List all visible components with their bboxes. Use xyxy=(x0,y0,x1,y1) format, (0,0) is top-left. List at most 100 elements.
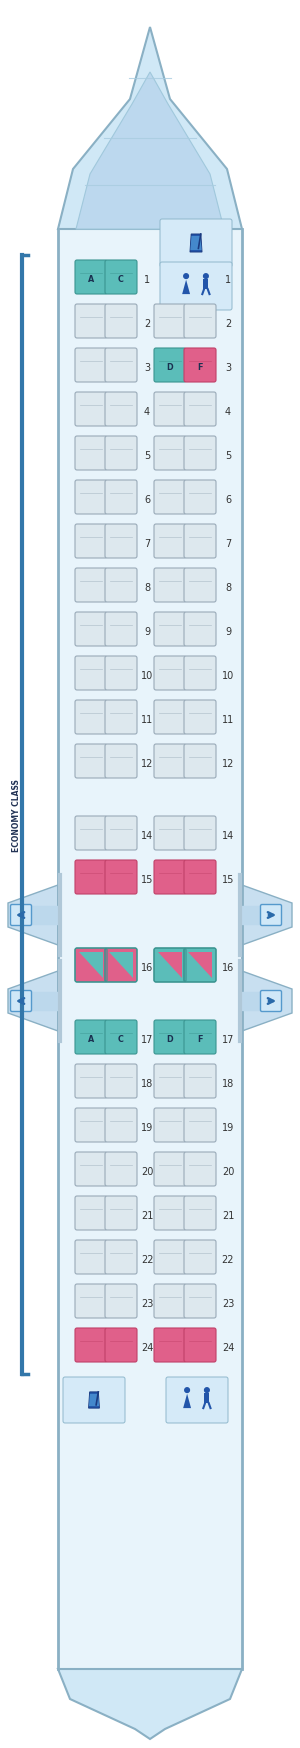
Text: F: F xyxy=(197,364,203,372)
FancyBboxPatch shape xyxy=(184,1285,216,1318)
FancyBboxPatch shape xyxy=(105,657,137,690)
Text: 1: 1 xyxy=(225,274,231,285)
Text: 20: 20 xyxy=(141,1166,153,1176)
Polygon shape xyxy=(88,1391,99,1409)
FancyBboxPatch shape xyxy=(184,524,216,559)
Text: 1: 1 xyxy=(144,274,150,285)
FancyBboxPatch shape xyxy=(204,1393,209,1404)
FancyBboxPatch shape xyxy=(154,1328,186,1362)
Polygon shape xyxy=(158,953,182,979)
FancyBboxPatch shape xyxy=(105,612,137,647)
FancyBboxPatch shape xyxy=(105,1196,137,1231)
FancyBboxPatch shape xyxy=(154,1285,186,1318)
Circle shape xyxy=(184,274,188,280)
FancyBboxPatch shape xyxy=(154,1108,186,1143)
FancyBboxPatch shape xyxy=(75,481,107,514)
Polygon shape xyxy=(190,238,202,252)
Text: 14: 14 xyxy=(141,830,153,841)
FancyBboxPatch shape xyxy=(105,304,137,339)
FancyBboxPatch shape xyxy=(184,816,216,851)
Text: 17: 17 xyxy=(141,1035,153,1044)
Text: 5: 5 xyxy=(225,451,231,461)
FancyBboxPatch shape xyxy=(184,393,216,427)
FancyBboxPatch shape xyxy=(75,260,107,295)
FancyBboxPatch shape xyxy=(105,816,137,851)
FancyBboxPatch shape xyxy=(75,1328,107,1362)
FancyBboxPatch shape xyxy=(160,220,232,267)
FancyBboxPatch shape xyxy=(105,524,137,559)
Text: 24: 24 xyxy=(222,1342,234,1353)
Text: 21: 21 xyxy=(141,1210,153,1220)
FancyBboxPatch shape xyxy=(75,1285,107,1318)
FancyBboxPatch shape xyxy=(203,280,208,290)
Polygon shape xyxy=(242,972,292,1031)
Text: 19: 19 xyxy=(222,1122,234,1133)
Text: 3: 3 xyxy=(225,364,231,372)
Text: 22: 22 xyxy=(222,1255,234,1264)
FancyBboxPatch shape xyxy=(154,393,186,427)
FancyBboxPatch shape xyxy=(105,350,137,383)
FancyBboxPatch shape xyxy=(75,350,107,383)
Text: 12: 12 xyxy=(141,759,153,769)
Text: 11: 11 xyxy=(222,715,234,725)
Text: 18: 18 xyxy=(141,1079,153,1089)
FancyBboxPatch shape xyxy=(75,568,107,603)
FancyBboxPatch shape xyxy=(154,1196,186,1231)
Text: 17: 17 xyxy=(222,1035,234,1044)
FancyBboxPatch shape xyxy=(105,1152,137,1187)
Text: 6: 6 xyxy=(144,495,150,505)
FancyBboxPatch shape xyxy=(105,860,137,895)
FancyBboxPatch shape xyxy=(75,701,107,734)
FancyBboxPatch shape xyxy=(154,701,186,734)
FancyBboxPatch shape xyxy=(184,657,216,690)
FancyBboxPatch shape xyxy=(75,816,107,851)
Text: C: C xyxy=(118,276,124,285)
FancyBboxPatch shape xyxy=(184,1241,216,1274)
Text: 23: 23 xyxy=(141,1299,153,1308)
FancyBboxPatch shape xyxy=(260,991,281,1012)
FancyBboxPatch shape xyxy=(184,701,216,734)
FancyBboxPatch shape xyxy=(184,437,216,470)
FancyBboxPatch shape xyxy=(75,1065,107,1098)
FancyBboxPatch shape xyxy=(154,437,186,470)
Polygon shape xyxy=(76,73,224,231)
FancyBboxPatch shape xyxy=(75,1196,107,1231)
Text: 7: 7 xyxy=(144,538,150,549)
Text: 2: 2 xyxy=(225,318,231,329)
Text: 22: 22 xyxy=(141,1255,153,1264)
FancyBboxPatch shape xyxy=(105,949,137,982)
FancyBboxPatch shape xyxy=(105,1328,137,1362)
FancyBboxPatch shape xyxy=(184,1021,216,1054)
Polygon shape xyxy=(58,1669,242,1739)
FancyBboxPatch shape xyxy=(75,657,107,690)
FancyBboxPatch shape xyxy=(11,991,32,1012)
FancyBboxPatch shape xyxy=(75,437,107,470)
FancyBboxPatch shape xyxy=(63,1377,125,1423)
FancyBboxPatch shape xyxy=(105,1021,137,1054)
FancyBboxPatch shape xyxy=(58,231,242,1669)
Text: 15: 15 xyxy=(222,874,234,884)
Polygon shape xyxy=(8,886,58,946)
FancyBboxPatch shape xyxy=(184,1196,216,1231)
FancyBboxPatch shape xyxy=(105,745,137,778)
FancyBboxPatch shape xyxy=(105,568,137,603)
Text: 9: 9 xyxy=(225,626,231,636)
FancyBboxPatch shape xyxy=(75,1021,107,1054)
Text: A: A xyxy=(88,1035,94,1044)
FancyBboxPatch shape xyxy=(184,860,216,895)
Text: 24: 24 xyxy=(141,1342,153,1353)
Text: 23: 23 xyxy=(222,1299,234,1308)
FancyBboxPatch shape xyxy=(154,1241,186,1274)
FancyBboxPatch shape xyxy=(154,568,186,603)
FancyBboxPatch shape xyxy=(154,816,186,851)
FancyBboxPatch shape xyxy=(184,1328,216,1362)
FancyBboxPatch shape xyxy=(154,745,186,778)
FancyBboxPatch shape xyxy=(154,350,186,383)
FancyBboxPatch shape xyxy=(105,1065,137,1098)
Text: 7: 7 xyxy=(225,538,231,549)
FancyBboxPatch shape xyxy=(160,262,232,311)
Text: 2: 2 xyxy=(144,318,150,329)
FancyBboxPatch shape xyxy=(75,745,107,778)
FancyBboxPatch shape xyxy=(166,1377,228,1423)
FancyBboxPatch shape xyxy=(75,860,107,895)
